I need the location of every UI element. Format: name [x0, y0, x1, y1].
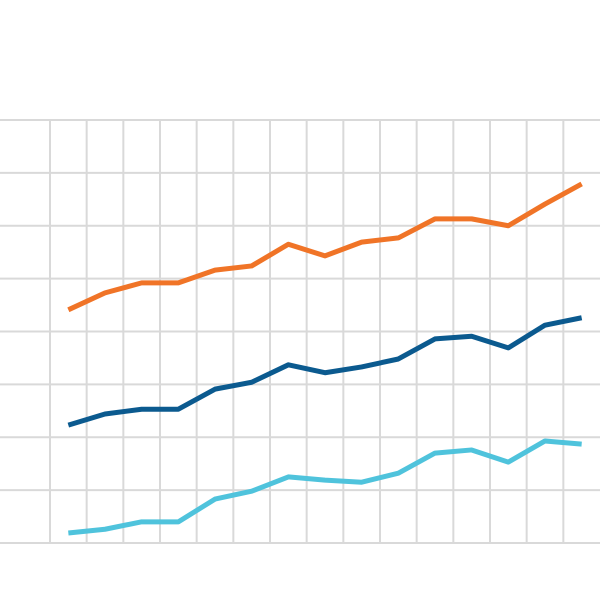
series-line — [67, 315, 583, 428]
series-line — [67, 181, 583, 313]
series-line — [68, 438, 582, 536]
